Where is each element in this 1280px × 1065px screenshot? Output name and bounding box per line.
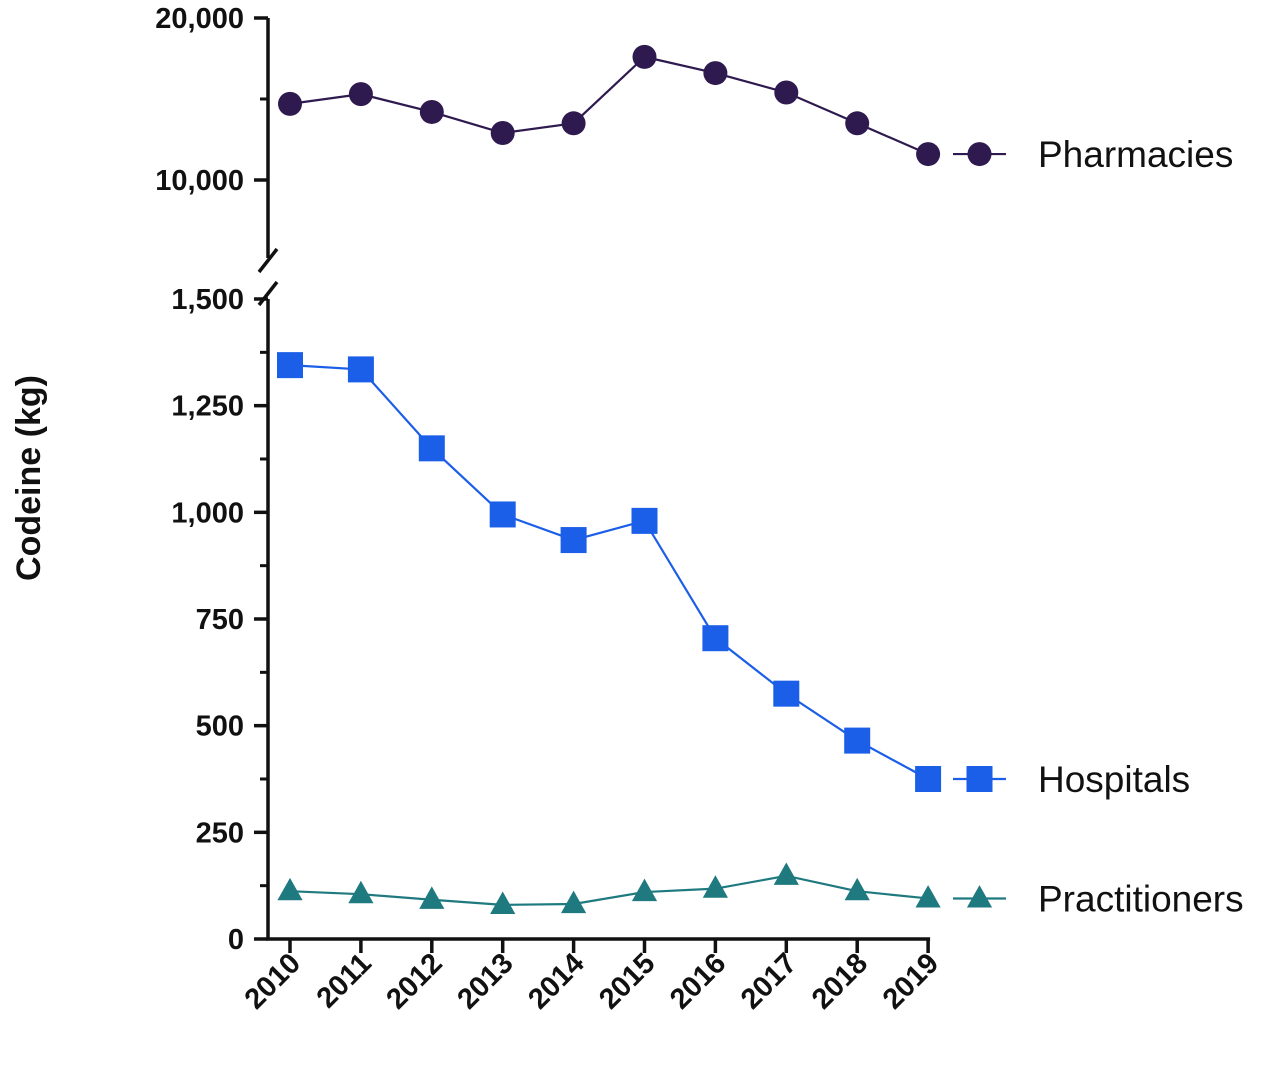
hospitals-point <box>915 766 942 792</box>
pharmacies-point <box>703 61 728 86</box>
hospitals-point <box>347 356 374 383</box>
axes: 10,000 20,000 0 250 500 750 1,000 1,250 1,500 201… <box>155 3 945 1016</box>
hospitals-point <box>489 501 516 528</box>
y-axis-title: Codeine (kg) <box>10 375 48 581</box>
pharmacies-point <box>561 111 586 136</box>
y-tick-label: 1,500 <box>171 284 244 316</box>
hospitals-point <box>560 527 587 554</box>
practitioners-point <box>702 875 728 898</box>
y-tick-label: 500 <box>196 711 244 743</box>
x-tick-label: 2012 <box>381 947 449 1015</box>
x-tick-label: 2018 <box>806 947 874 1015</box>
y-tick-label: 20,000 <box>155 3 244 35</box>
pharmacies-series-line <box>289 55 929 156</box>
practitioners-point <box>348 880 374 904</box>
x-tick-label: 2011 <box>311 947 378 1014</box>
x-tick-label: 2017 <box>735 947 803 1015</box>
hospitals-series-line <box>289 364 929 780</box>
hospitals-point <box>844 727 871 754</box>
practitioners-point <box>773 862 799 885</box>
pharmacies-point <box>774 80 799 105</box>
hospitals-point <box>702 625 729 652</box>
axis-break-mark <box>257 280 279 307</box>
y-tick-label: 1,250 <box>171 391 244 423</box>
x-tick-label: 2015 <box>593 947 661 1015</box>
x-tick-label: 2019 <box>877 947 945 1015</box>
practitioners-point <box>490 891 516 914</box>
pharmacies-point <box>632 44 657 69</box>
x-tick-label: 2013 <box>451 947 519 1015</box>
axis-break-mark <box>257 247 279 274</box>
y-tick-label: 0 <box>228 924 244 956</box>
practitioners-legend-label: Practitioners <box>1038 878 1244 919</box>
hospitals-point <box>277 352 303 379</box>
series-layer <box>277 44 942 914</box>
pharmacies-legend-label: Pharmacies <box>1038 134 1233 175</box>
practitioners-point <box>561 890 587 914</box>
x-tick-label: 2014 <box>522 947 590 1015</box>
practitioners-point <box>631 878 658 902</box>
pharmacies-point <box>419 99 444 124</box>
hospitals-point <box>773 680 800 707</box>
y-tick-label: 1,000 <box>171 497 244 529</box>
hospitals-legend-marker <box>966 766 993 792</box>
practitioners-point <box>277 877 303 901</box>
y-tick-label: 750 <box>196 604 244 636</box>
pharmacies-point <box>490 121 515 146</box>
x-tick-label: 2010 <box>239 947 307 1015</box>
y-tick-label: 10,000 <box>155 165 244 197</box>
pharmacies-point <box>348 82 373 107</box>
pharmacies-legend-marker <box>967 142 992 167</box>
practitioners-point <box>844 877 870 901</box>
hospitals-point <box>631 507 658 534</box>
practitioners-point <box>419 886 445 909</box>
y-tick-label: 250 <box>196 817 244 849</box>
pharmacies-point <box>278 91 302 116</box>
hospitals-point <box>418 435 445 462</box>
practitioners-point <box>915 885 941 908</box>
practitioners-series-line <box>289 874 929 906</box>
pharmacies-point <box>916 142 941 167</box>
legend: Pharmacies Hospitals Practitioners <box>953 134 1244 919</box>
x-tick-label: 2016 <box>664 947 732 1015</box>
practitioners-legend-marker <box>966 885 993 908</box>
hospitals-legend-label: Hospitals <box>1038 759 1190 800</box>
pharmacies-point <box>845 111 870 136</box>
